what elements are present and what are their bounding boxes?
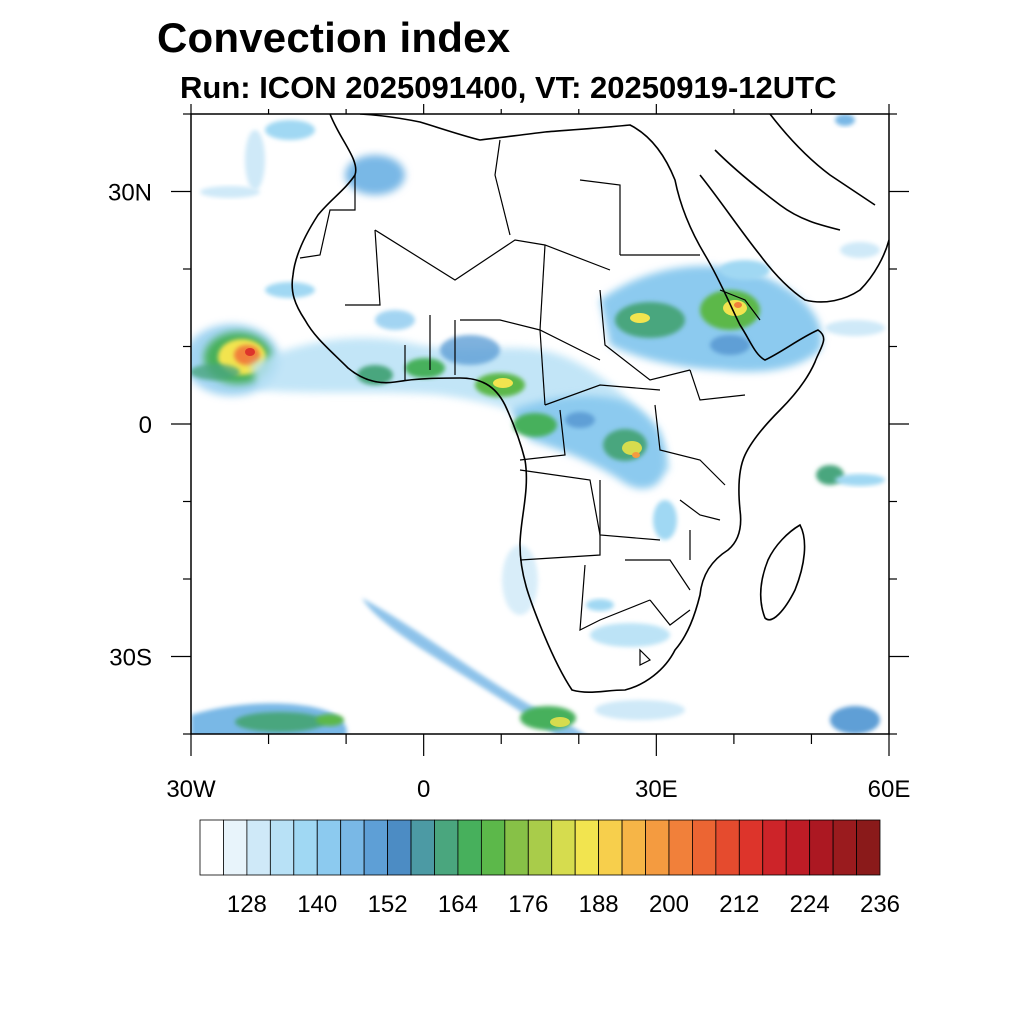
central-africa-band [510, 395, 677, 540]
atlantic-cell [191, 324, 280, 396]
lat-axis-labels: 30N 0 30S [108, 180, 152, 672]
southern-streak [362, 598, 685, 734]
colorbar-label: 128 [227, 891, 267, 918]
lon-label: 30E [635, 776, 678, 803]
colorbar-swatch [668, 819, 693, 876]
colorbar-swatch [574, 819, 600, 876]
lon-label: 0 [417, 776, 430, 803]
colorbar-swatch [809, 819, 834, 876]
coastlines [291, 114, 889, 693]
colorbar-swatch [762, 819, 787, 876]
colorbar-swatch [692, 819, 717, 876]
red-sea-east [714, 149, 841, 231]
colorbar-swatch [551, 819, 576, 876]
lon-axis-labels: 30W 0 30E 60E [166, 776, 910, 803]
colorbar-label: 140 [297, 891, 337, 918]
chart-subtitle: Run: ICON 2025091400, VT: 20250919-12UTC [180, 70, 837, 105]
colorbar [199, 819, 881, 876]
colorbar-swatch [645, 819, 670, 876]
colorbar-swatch [316, 819, 342, 876]
colorbar-swatch [410, 819, 435, 876]
colorbar-label: 176 [508, 891, 548, 918]
southwest-corner [191, 703, 347, 734]
colorbar-swatch [832, 819, 857, 876]
colorbar-swatch [293, 819, 318, 876]
lon-label: 60E [868, 776, 911, 803]
colorbar-swatch [785, 819, 811, 876]
colorbar-swatch [223, 819, 248, 876]
lat-label: 30N [108, 180, 152, 207]
colorbar-swatch [621, 819, 646, 876]
colorbar-swatch [434, 819, 459, 876]
gulf-coast [769, 114, 876, 206]
colorbar-label: 224 [790, 891, 830, 918]
colorbar-swatch [856, 819, 881, 876]
colorbar-swatch [715, 819, 740, 876]
axis-ticks [171, 104, 909, 756]
colorbar-swatch [387, 819, 412, 876]
colorbar-swatch [738, 819, 764, 876]
ethiopia-sudan-band [600, 265, 885, 372]
colorbar-label: 164 [438, 891, 478, 918]
africa-coastline [291, 114, 825, 693]
arabia-coast [699, 174, 889, 303]
lon-label: 30W [166, 776, 216, 803]
colorbar-swatch [199, 819, 224, 876]
chart-title: Convection index [157, 14, 511, 61]
colorbar-swatch [504, 819, 529, 876]
colorbar-swatch [340, 819, 365, 876]
colorbar-swatch [457, 819, 482, 876]
colorbar-label: 212 [719, 891, 759, 918]
colorbar-label: 200 [649, 891, 689, 918]
country-borders [299, 139, 761, 666]
convection-shading [191, 114, 885, 734]
colorbar-label: 188 [579, 891, 619, 918]
colorbar-swatch [598, 819, 623, 876]
madagascar [759, 523, 806, 621]
southern-light [502, 465, 885, 734]
colorbar-labels: 128 140 152 164 176 188 200 212 224 236 [227, 891, 900, 918]
colorbar-swatch [480, 819, 506, 876]
northern-streaks [200, 114, 880, 298]
colorbar-swatch [363, 819, 388, 876]
colorbar-swatch [246, 819, 271, 876]
colorbar-swatch [527, 819, 553, 876]
colorbar-label: 236 [860, 891, 900, 918]
colorbar-label: 152 [368, 891, 408, 918]
lat-label: 30S [109, 645, 152, 672]
colorbar-swatch [269, 819, 295, 876]
lat-label: 0 [139, 412, 152, 439]
